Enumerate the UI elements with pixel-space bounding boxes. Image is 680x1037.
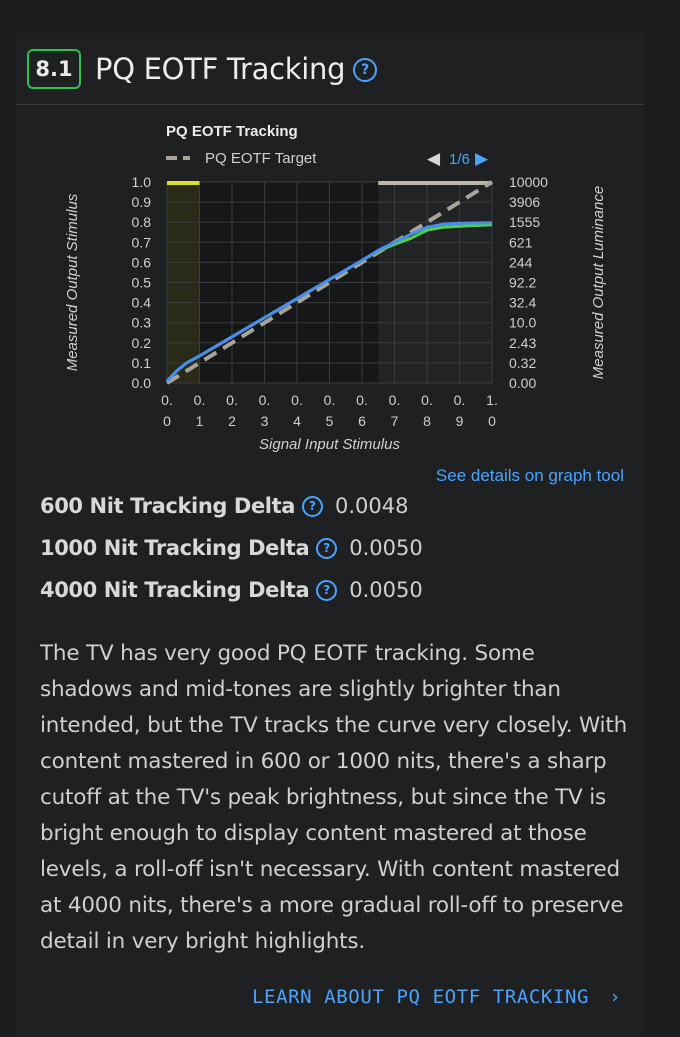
- range-marker: [378, 181, 492, 185]
- x-tick-label: 5: [326, 413, 334, 429]
- graph-tool-link[interactable]: See details on graph tool: [435, 466, 624, 485]
- x-tick-label: 0: [488, 413, 496, 429]
- delta-value: 0.0050: [349, 536, 423, 560]
- section-title: PQ EOTF Tracking: [95, 52, 346, 86]
- y-tick-label-right: 10000: [509, 174, 548, 190]
- x-tick-label: 0.: [389, 392, 401, 408]
- x-tick-label: 0.: [291, 392, 303, 408]
- y-tick-label-left: 0.9: [132, 194, 152, 210]
- test-description: The TV has very good PQ EOTF tracking. S…: [40, 641, 627, 954]
- previous-arrow-icon: ◀: [427, 149, 441, 168]
- learn-more-label[interactable]: LEARN ABOUT PQ EOTF TRACKING: [252, 986, 590, 1008]
- y-tick-label-left: 0.8: [132, 214, 152, 230]
- x-tick-label: 6: [358, 413, 366, 429]
- y-tick-label-right: 621: [509, 234, 533, 250]
- section-header: 8.1 PQ EOTF Tracking ?: [27, 47, 378, 91]
- y-tick-label-right: 0.00: [509, 375, 536, 391]
- help-icon[interactable]: ?: [302, 495, 324, 517]
- y-tick-label-right: 0.32: [509, 355, 536, 371]
- x-tick-label: 0.: [454, 392, 466, 408]
- x-tick-label: 2: [228, 413, 236, 429]
- divider: [16, 104, 644, 105]
- x-tick-label: 7: [391, 413, 399, 429]
- delta-row-1000: 1000 Nit Tracking Delta ? 0.0050: [40, 536, 423, 560]
- delta-label: 4000 Nit Tracking Delta: [40, 578, 310, 602]
- x-tick-label: 0.: [356, 392, 368, 408]
- measured-series-line: [165, 221, 493, 383]
- x-tick-label: 0.: [421, 392, 433, 408]
- chart-page-indicator: 1/6: [449, 151, 470, 168]
- x-tick-label: 1: [196, 413, 204, 429]
- x-tick-label: 8: [423, 413, 431, 429]
- y-tick-label-left: 1.0: [132, 174, 152, 190]
- y-tick-label-left: 0.6: [132, 254, 152, 270]
- delta-label: 1000 Nit Tracking Delta: [40, 536, 310, 560]
- learn-more-link[interactable]: LEARN ABOUT PQ EOTF TRACKING ›: [252, 986, 621, 1008]
- y-tick-label-right: 1555: [509, 214, 540, 230]
- delta-label: 600 Nit Tracking Delta: [40, 494, 296, 518]
- delta-row-4000: 4000 Nit Tracking Delta ? 0.0050: [40, 578, 423, 602]
- y-tick-label-right: 10.0: [509, 315, 536, 331]
- y-tick-label-right: 2.43: [509, 335, 536, 351]
- delta-value: 0.0048: [335, 494, 409, 518]
- delta-value: 0.0050: [349, 578, 423, 602]
- chevron-right-icon[interactable]: ›: [609, 986, 622, 1008]
- y-tick-label-right: 244: [509, 254, 533, 270]
- x-tick-label: 0.: [259, 392, 271, 408]
- x-tick-label: 0.: [194, 392, 206, 408]
- y-axis-label-right: Measured Output Luminance: [590, 186, 607, 379]
- x-tick-label: 4: [293, 413, 301, 429]
- next-arrow-icon: ▶: [475, 149, 489, 168]
- y-tick-label-left: 0.5: [132, 275, 152, 291]
- eotf-chart: 0.00.10.20.30.40.50.60.70.80.91.00.000.3…: [64, 123, 607, 453]
- y-tick-label-left: 0.2: [132, 335, 152, 351]
- x-tick-label: 0.: [226, 392, 238, 408]
- y-tick-label-right: 3906: [509, 194, 540, 210]
- range-marker: [167, 181, 200, 185]
- y-tick-label-left: 0.3: [132, 315, 152, 331]
- score-badge: 8.1: [27, 49, 81, 89]
- y-tick-label-left: 0.4: [132, 295, 152, 311]
- y-tick-label-left: 0.1: [132, 355, 152, 371]
- help-icon[interactable]: ?: [353, 58, 378, 82]
- x-axis-label: Signal Input Stimulus: [259, 436, 400, 453]
- y-axis-label-left: Measured Output Stimulus: [64, 193, 81, 371]
- delta-row-600: 600 Nit Tracking Delta ? 0.0048: [40, 494, 409, 518]
- y-tick-label-left: 0.0: [132, 375, 152, 391]
- x-tick-label: 3: [261, 413, 269, 429]
- x-tick-label: 0.: [324, 392, 336, 408]
- chart-title: PQ EOTF Tracking: [166, 123, 298, 140]
- x-tick-label: 1.: [486, 392, 498, 408]
- help-icon[interactable]: ?: [316, 579, 338, 601]
- y-tick-label-right: 32.4: [509, 295, 536, 311]
- y-tick-label-left: 0.7: [132, 234, 152, 250]
- legend-label: PQ EOTF Target: [205, 150, 317, 167]
- help-icon[interactable]: ?: [316, 537, 338, 559]
- x-tick-label: 9: [456, 413, 464, 429]
- y-tick-label-right: 92.2: [509, 275, 536, 291]
- x-tick-label: 0: [163, 413, 171, 429]
- target-series-line: [165, 180, 494, 385]
- x-tick-label: 0.: [161, 392, 173, 408]
